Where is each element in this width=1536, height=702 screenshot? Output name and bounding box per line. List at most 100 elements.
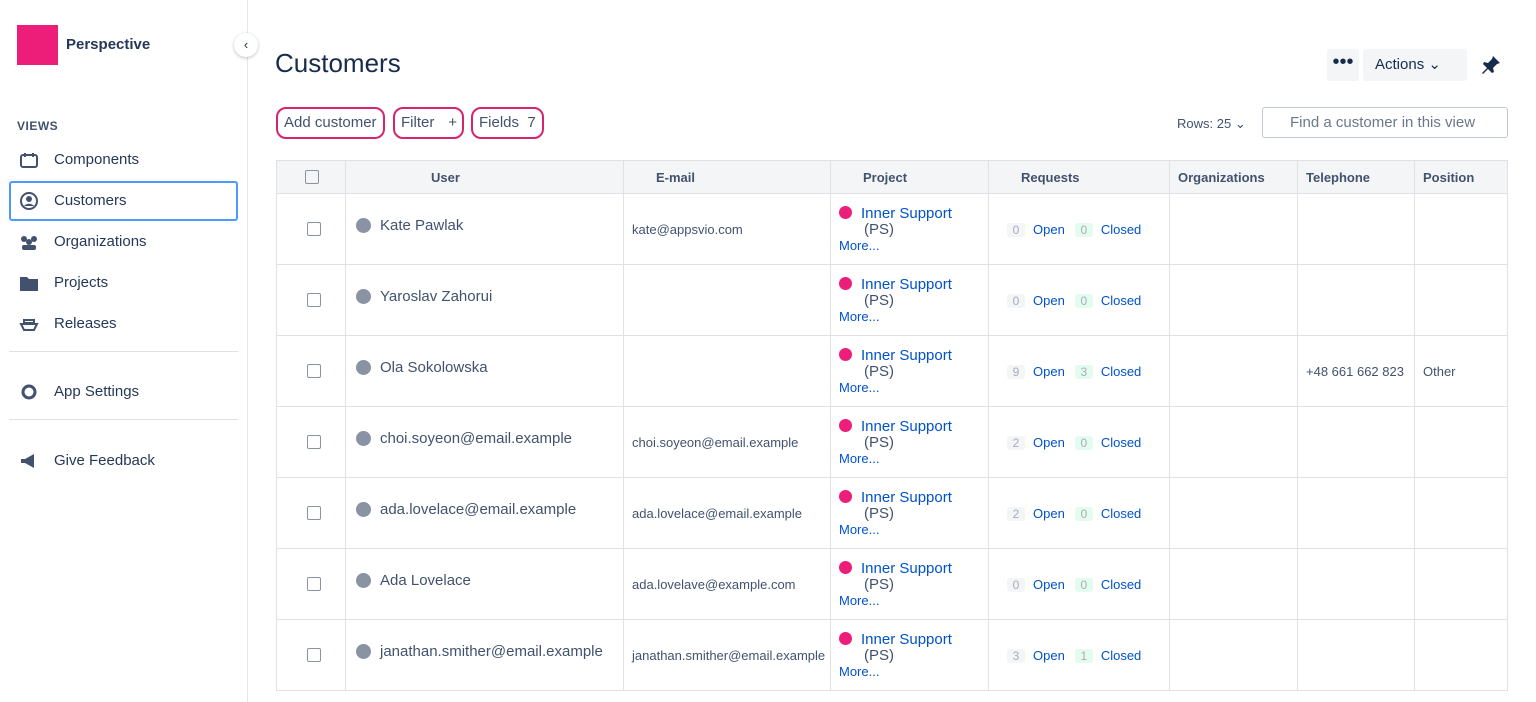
collapse-button[interactable]: ‹ xyxy=(234,33,258,57)
nav-label: Projects xyxy=(54,274,109,291)
table-cell: kate@appsvio.com xyxy=(623,193,831,265)
project: Inner Support (PS) xyxy=(839,275,980,309)
nav-item[interactable]: App Settings xyxy=(9,372,238,412)
user-name[interactable]: Kate Pawlak xyxy=(380,216,464,234)
more-link[interactable]: More... xyxy=(839,308,880,324)
more-link[interactable]: More... xyxy=(839,521,880,537)
header-cell: Project xyxy=(830,160,989,194)
table-cell xyxy=(1414,193,1508,265)
sidebar: Perspective ‹ VIEWS Components Customers O… xyxy=(0,0,258,702)
closed-count: 0 xyxy=(1074,435,1093,450)
search-input[interactable]: Find a customer in this view xyxy=(1262,107,1508,138)
open-link[interactable]: Open xyxy=(1033,292,1065,308)
open-link[interactable]: Open xyxy=(1033,363,1065,379)
project: Inner Support (PS) xyxy=(839,630,980,664)
header-cell: Requests xyxy=(988,160,1170,194)
more-link[interactable]: More... xyxy=(839,450,880,466)
filter-label: Filter xyxy=(401,114,435,131)
closed-link[interactable]: Closed xyxy=(1100,505,1142,521)
row-checkbox[interactable] xyxy=(307,222,321,236)
closed-link[interactable]: Closed xyxy=(1100,292,1142,308)
closed-link[interactable]: Closed xyxy=(1100,647,1142,663)
nav-item[interactable]: Components xyxy=(9,140,238,180)
table-cell xyxy=(1297,264,1415,336)
nav-item[interactable]: Give Feedback xyxy=(9,441,238,481)
position: Other xyxy=(1423,363,1456,379)
more-link[interactable]: More... xyxy=(839,237,880,253)
project-link[interactable]: Inner Support xyxy=(861,346,952,364)
nav-item[interactable]: Organizations xyxy=(9,222,238,262)
project: Inner Support (PS) xyxy=(839,417,980,451)
user-cell: Kate Pawlak xyxy=(356,217,615,234)
header-cell: User xyxy=(345,160,624,194)
logo xyxy=(17,25,58,65)
table-cell: Kate Pawlak xyxy=(345,193,624,265)
column-header: E-mail xyxy=(656,169,696,185)
user-name[interactable]: Yaroslav Zahorui xyxy=(380,287,493,305)
table-cell: Inner Support (PS) More... xyxy=(830,619,989,691)
closed-link[interactable]: Closed xyxy=(1100,363,1142,379)
actions-button[interactable]: Actions ⌄ xyxy=(1363,49,1467,81)
plus-icon: + xyxy=(448,114,457,131)
table-cell xyxy=(1169,193,1298,265)
rows-select[interactable]: Rows: 25 ⌄ xyxy=(1177,116,1246,131)
row-checkbox[interactable] xyxy=(307,506,321,520)
user-name[interactable]: Ada Lovelace xyxy=(380,571,471,589)
open-link[interactable]: Open xyxy=(1033,434,1065,450)
project-link[interactable]: Inner Support xyxy=(861,275,952,293)
nav-item[interactable]: Projects xyxy=(9,263,238,303)
project-link[interactable]: Inner Support xyxy=(861,559,952,577)
row-checkbox[interactable] xyxy=(307,648,321,662)
user-name[interactable]: ada.lovelace@email.example xyxy=(380,500,577,518)
user-name[interactable]: choi.soyeon@email.example xyxy=(380,429,572,447)
open-link[interactable]: Open xyxy=(1033,221,1065,237)
row-checkbox[interactable] xyxy=(307,577,321,591)
app-name: Perspective xyxy=(66,36,151,53)
project-link[interactable]: Inner Support xyxy=(861,417,952,435)
filter-button[interactable]: Filter + xyxy=(393,107,464,139)
open-link[interactable]: Open xyxy=(1033,647,1065,663)
nav-item[interactable]: Releases xyxy=(9,304,238,344)
closed-count: 0 xyxy=(1074,222,1093,237)
more-link[interactable]: More... xyxy=(839,663,880,679)
fields-button[interactable]: Fields 7 xyxy=(471,107,544,139)
closed-link[interactable]: Closed xyxy=(1100,221,1142,237)
user-name[interactable]: Ola Sokolowska xyxy=(380,358,488,376)
closed-link[interactable]: Closed xyxy=(1100,434,1142,450)
project-link[interactable]: Inner Support xyxy=(861,488,952,506)
more-link[interactable]: More... xyxy=(839,379,880,395)
row-checkbox[interactable] xyxy=(307,364,321,378)
table-cell xyxy=(1169,335,1298,407)
table-row: janathan.smither@email.example janathan.s… xyxy=(276,619,1508,691)
open-link[interactable]: Open xyxy=(1033,576,1065,592)
row-checkbox[interactable] xyxy=(307,293,321,307)
table-cell xyxy=(1414,548,1508,620)
open-link[interactable]: Open xyxy=(1033,505,1065,521)
table-cell: janathan.smither@email.example xyxy=(345,619,624,691)
select-all-checkbox[interactable] xyxy=(305,170,319,184)
project-link[interactable]: Inner Support xyxy=(861,204,952,222)
avatar xyxy=(356,288,371,304)
project-link[interactable]: Inner Support xyxy=(861,630,952,648)
table-cell: 2 Open 0 Closed xyxy=(988,477,1170,549)
project-icon xyxy=(839,418,852,432)
table-cell: 2 Open 0 Closed xyxy=(988,406,1170,478)
nav-item[interactable]: Customers xyxy=(9,181,238,221)
table-cell: Yaroslav Zahorui xyxy=(345,264,624,336)
table-row: choi.soyeon@email.example choi.soyeon@ema… xyxy=(276,406,1508,478)
table-cell: choi.soyeon@email.example xyxy=(623,406,831,478)
table-cell xyxy=(276,477,346,549)
customers-table: User E-mail Project Requests Organizations Te… xyxy=(276,160,1508,691)
row-checkbox[interactable] xyxy=(307,435,321,449)
add-customer-button[interactable]: Add customer xyxy=(276,107,385,139)
project-code: (PS) xyxy=(864,646,894,664)
pin-icon[interactable] xyxy=(1481,55,1501,75)
nav-label: App Settings xyxy=(54,383,140,400)
more-button[interactable]: ••• xyxy=(1327,49,1359,81)
closed-count: 0 xyxy=(1074,577,1093,592)
more-link[interactable]: More... xyxy=(839,592,880,608)
closed-link[interactable]: Closed xyxy=(1100,576,1142,592)
user-name[interactable]: janathan.smither@email.example xyxy=(380,642,603,660)
project-icon xyxy=(839,205,852,219)
